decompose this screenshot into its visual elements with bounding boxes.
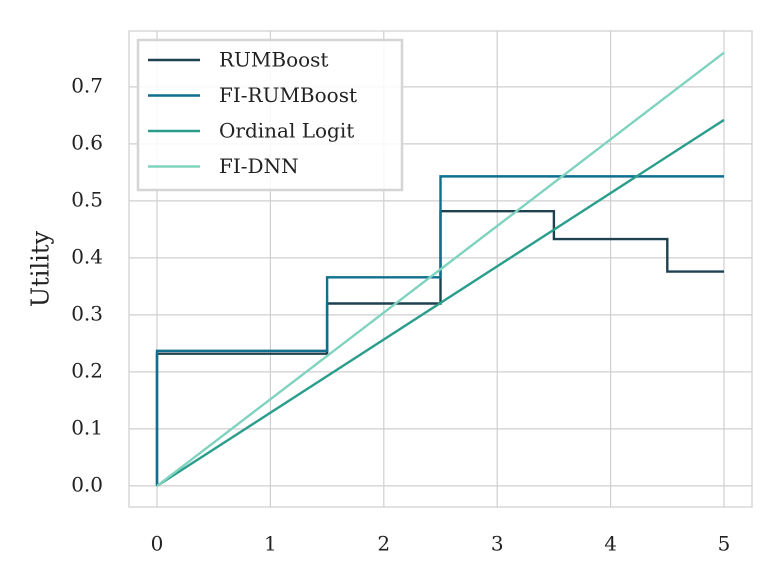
- x-tick-label: 3: [491, 532, 504, 556]
- y-axis-label: Utility: [27, 231, 55, 308]
- legend-label: Ordinal Logit: [219, 119, 354, 143]
- series-line: [156, 118, 725, 487]
- series-line: [155, 175, 724, 486]
- y-tick-label: 0.1: [71, 415, 103, 439]
- x-tick-label: 4: [604, 532, 617, 556]
- x-tick-label: 2: [377, 532, 390, 556]
- y-tick-label: 0.7: [71, 73, 103, 97]
- y-tick-label: 0.2: [71, 358, 103, 382]
- y-tick-label: 0.3: [71, 301, 103, 325]
- legend-label: FI-RUMBoost: [219, 83, 357, 107]
- plot-frame: [128, 30, 753, 508]
- legend-box: [136, 38, 404, 192]
- y-tick-label: 0.6: [71, 130, 103, 154]
- x-tick-label: 5: [718, 532, 731, 556]
- x-tick-label: 1: [264, 532, 277, 556]
- y-tick-label: 0.4: [71, 244, 103, 268]
- x-tick-label: 0: [151, 532, 164, 556]
- series-line: [156, 51, 725, 487]
- y-tick-label: 0.0: [71, 472, 103, 496]
- y-tick-label: 0.5: [71, 187, 103, 211]
- legend-label: RUMBoost: [219, 48, 328, 72]
- legend-label: FI-DNN: [219, 154, 299, 178]
